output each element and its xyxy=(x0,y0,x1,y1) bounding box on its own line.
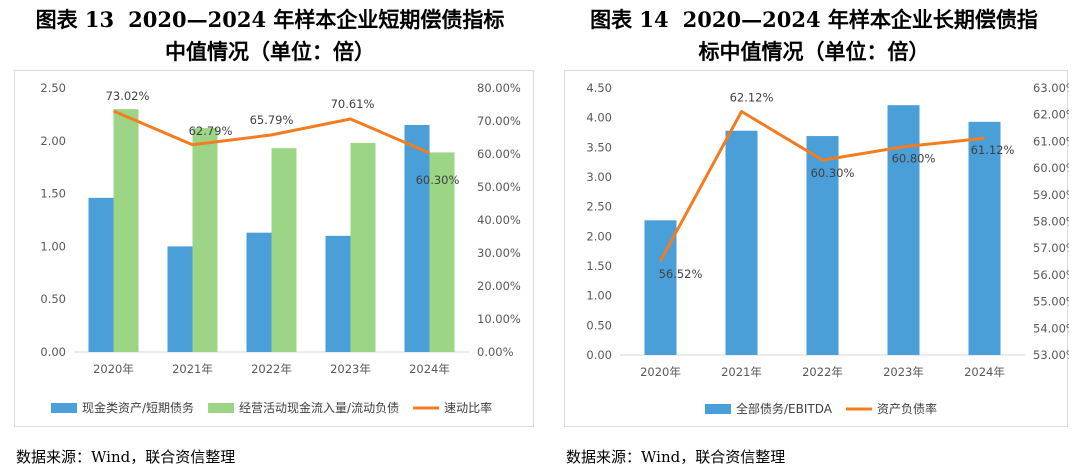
figure-14-panel: 图表 14 2020—2024 年样本企业长期偿债指 标中值情况（单位：倍） 0.… xyxy=(548,0,1080,471)
figure-13-title: 图表 13 2020—2024 年样本企业短期偿债指标 中值情况（单位：倍） xyxy=(0,4,540,68)
y-left-tick-label: 3.50 xyxy=(586,140,612,154)
figure-13-title-line1: 图表 13 2020—2024 年样本企业短期偿债指标 xyxy=(0,4,540,36)
bar xyxy=(404,124,430,353)
x-tick-label: 2023年 xyxy=(330,362,371,376)
y-right-tick-label: 40.00% xyxy=(477,213,521,227)
y-left-tick-label: 2.00 xyxy=(586,229,612,243)
data-label: 60.30% xyxy=(416,173,460,187)
y-left-tick-label: 2.00 xyxy=(40,134,66,148)
bar xyxy=(88,197,114,352)
figure-14-title-line2: 标中值情况（单位：倍） xyxy=(698,39,930,64)
y-right-tick-label: 54.00% xyxy=(1033,321,1069,335)
figure-13-title-text: 2020—2024 年样本企业短期偿债指标 xyxy=(128,7,505,32)
data-label: 62.79% xyxy=(189,124,233,138)
figure-14-title: 图表 14 2020—2024 年样本企业长期偿债指 标中值情况（单位：倍） xyxy=(548,4,1080,68)
x-tick-label: 2021年 xyxy=(721,365,762,379)
legend-label: 资产负债率 xyxy=(877,401,937,416)
y-left-tick-label: 1.00 xyxy=(40,239,66,253)
bar xyxy=(113,109,139,352)
data-label: 61.12% xyxy=(971,143,1015,157)
bar xyxy=(325,235,351,352)
data-label: 62.12% xyxy=(730,90,774,104)
y-left-tick-label: 0.50 xyxy=(586,318,612,332)
x-tick-label: 2023年 xyxy=(883,365,924,379)
chart-13-frame: 0.00 0.50 1.00 1.50 2.00 2.50 0.00% 10.00% 20.00… xyxy=(14,70,534,427)
chart-14-frame: 0.00 0.50 1.00 1.50 2.00 2.50 3.00 3.50 4.00 4.50… xyxy=(564,70,1069,427)
figure-13-source-note: 数据来源：Wind，联合资信整理 xyxy=(16,448,236,466)
data-label: 60.30% xyxy=(811,166,855,180)
y-right-tick-label: 58.00% xyxy=(1033,215,1069,229)
bar xyxy=(806,136,839,355)
chart-14: 0.00 0.50 1.00 1.50 2.00 2.50 3.00 3.50 4.00 4.50… xyxy=(586,81,1069,416)
bar xyxy=(350,142,376,352)
bar xyxy=(192,128,218,352)
y-right-tick-label: 0.00% xyxy=(477,345,514,359)
y-left-tick-label: 0.00 xyxy=(40,345,66,359)
bar xyxy=(887,105,920,355)
y-left-tick-label: 0.00 xyxy=(586,348,612,362)
y-right-tick-label: 62.00% xyxy=(1033,108,1069,122)
bar xyxy=(968,121,1001,355)
x-tick-label: 2022年 xyxy=(251,362,292,376)
x-tick-label: 2024年 xyxy=(964,365,1005,379)
figure-14-title-text: 2020—2024 年样本企业长期偿债指 xyxy=(682,7,1038,32)
x-tick-label: 2022年 xyxy=(802,365,843,379)
bar xyxy=(429,152,455,352)
y-right-tick-label: 57.00% xyxy=(1033,241,1069,255)
y-left-tick-label: 3.00 xyxy=(586,170,612,184)
figure-14-number: 图表 14 xyxy=(590,7,669,32)
y-right-tick-label: 55.00% xyxy=(1033,295,1069,309)
y-right-tick-label: 70.00% xyxy=(477,114,521,128)
y-right-tick-label: 80.00% xyxy=(477,81,521,95)
y-right-tick-label: 60.00% xyxy=(477,147,521,161)
data-label: 70.61% xyxy=(331,97,375,111)
y-right-tick-label: 63.00% xyxy=(1033,81,1069,95)
figure-13-title-line2: 中值情况（单位：倍） xyxy=(165,39,375,64)
legend-label: 全部债务/EBITDA xyxy=(736,401,833,416)
y-left-tick-label: 4.50 xyxy=(586,81,612,95)
legend-label: 现金类资产/短期债务 xyxy=(82,400,194,415)
y-right-tick-label: 10.00% xyxy=(477,312,521,326)
figure-13-number: 图表 13 xyxy=(35,7,115,32)
legend-label: 经营活动现金流入量/流动负债 xyxy=(239,400,399,415)
y-right-tick-label: 59.00% xyxy=(1033,188,1069,202)
figure-14-source-note: 数据来源：Wind，联合资信整理 xyxy=(566,448,786,466)
chart-13: 0.00 0.50 1.00 1.50 2.00 2.50 0.00% 10.00% 20.00… xyxy=(40,81,521,415)
legend-label: 速动比率 xyxy=(444,400,492,415)
y-right-tick-label: 50.00% xyxy=(477,180,521,194)
figure-14-title-line1: 图表 14 2020—2024 年样本企业长期偿债指 xyxy=(548,4,1080,36)
y-right-tick-label: 53.00% xyxy=(1033,348,1069,362)
y-right-tick-label: 30.00% xyxy=(477,246,521,260)
line-series xyxy=(112,109,431,155)
figure-13-panel: 图表 13 2020—2024 年样本企业短期偿债指标 中值情况（单位：倍） 0.… xyxy=(0,4,540,466)
y-left-tick-label: 1.00 xyxy=(586,289,612,303)
y-left-tick-label: 2.50 xyxy=(586,200,612,214)
x-tick-label: 2024年 xyxy=(409,362,450,376)
y-right-tick-label: 61.00% xyxy=(1033,134,1069,148)
bar xyxy=(246,232,272,352)
legend-swatch xyxy=(705,404,731,414)
x-tick-label: 2021年 xyxy=(172,362,213,376)
data-label: 73.02% xyxy=(106,89,150,103)
data-label: 60.80% xyxy=(892,152,936,166)
y-left-tick-label: 2.50 xyxy=(40,81,66,95)
data-label: 56.52% xyxy=(659,267,703,281)
bar xyxy=(725,130,758,355)
y-right-tick-label: 60.00% xyxy=(1033,161,1069,175)
x-tick-label: 2020年 xyxy=(640,365,681,379)
y-right-tick-label: 56.00% xyxy=(1033,268,1069,282)
legend-swatch xyxy=(208,403,235,413)
y-left-tick-label: 1.50 xyxy=(40,187,66,201)
y-right-tick-label: 20.00% xyxy=(477,279,521,293)
legend-swatch xyxy=(51,403,77,413)
y-left-tick-label: 0.50 xyxy=(40,292,66,306)
data-label: 65.79% xyxy=(250,113,294,127)
y-left-tick-label: 1.50 xyxy=(586,259,612,273)
bar xyxy=(167,246,193,352)
y-left-tick-label: 4.00 xyxy=(586,111,612,125)
line-series xyxy=(659,109,985,262)
x-tick-label: 2020年 xyxy=(93,362,134,376)
bar xyxy=(271,148,297,352)
